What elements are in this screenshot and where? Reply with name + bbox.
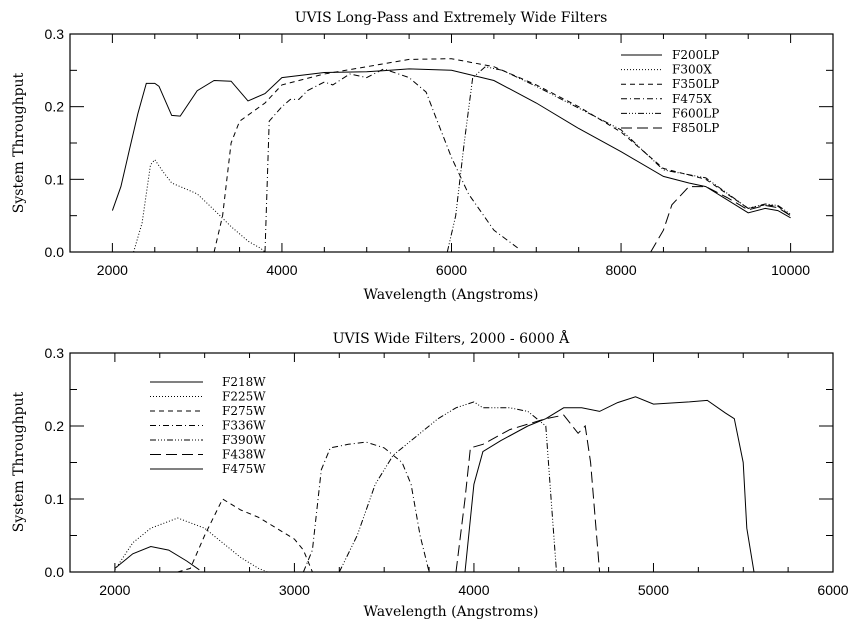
legend-label: F475W — [222, 462, 266, 476]
legend-label: F336W — [222, 419, 266, 433]
series-line-f600lp — [446, 66, 791, 253]
x-tick-label: 3000 — [279, 582, 310, 598]
plot-frame — [69, 33, 834, 253]
x-tick-label: 6000 — [817, 582, 848, 598]
x-tick-label: 4000 — [458, 582, 489, 598]
y-tick-label: 0.1 — [45, 171, 65, 187]
x-tick-label: 5000 — [638, 582, 669, 598]
series-line-f850lp — [650, 186, 791, 253]
x-tick-label: 2000 — [99, 582, 130, 598]
series-line-f336w — [302, 441, 430, 573]
y-tick-label: 0.2 — [45, 99, 65, 115]
top-panel-long-pass: UVIS Long-Pass and Extremely Wide Filter… — [11, 10, 834, 303]
plot-frame — [69, 352, 834, 573]
series-line-f300x — [133, 158, 266, 253]
series-line-f475x — [264, 68, 520, 253]
x-tick-label: 8000 — [605, 262, 636, 278]
y-tick-label: 0.3 — [45, 345, 65, 361]
bottom-panel-wide: UVIS Wide Filters, 2000 - 6000 Å Wavelen… — [11, 329, 849, 620]
series-line-f275w — [177, 498, 313, 573]
y-axis-label: System Throughput — [11, 391, 27, 532]
legend-label: F850LP — [672, 121, 719, 135]
y-tick-label: 0.3 — [45, 26, 65, 42]
legend-label: F218W — [222, 375, 266, 389]
series-line-f438w — [455, 414, 601, 573]
x-tick-label: 6000 — [436, 262, 467, 278]
legend-label: F275W — [222, 404, 266, 418]
legend-label: F390W — [222, 433, 266, 447]
x-axis-label: Wavelength (Angstroms) — [364, 604, 539, 620]
series-line-f200lp — [111, 68, 791, 219]
x-tick-label: 2000 — [97, 262, 128, 278]
series-line-f475w — [464, 396, 755, 573]
legend-label: F438W — [222, 448, 266, 462]
series-line-f218w — [114, 545, 200, 571]
x-axis-label: Wavelength (Angstroms) — [364, 287, 539, 303]
legend-label: F225W — [222, 390, 266, 404]
legend-label: F200LP — [672, 48, 719, 62]
x-tick-label: 4000 — [266, 262, 297, 278]
y-tick-label: 0.2 — [45, 418, 65, 434]
legend-label: F600LP — [672, 106, 719, 120]
series-line-f390w — [338, 401, 557, 573]
y-tick-label: 0.0 — [45, 244, 65, 260]
legend-label: F475X — [672, 92, 712, 106]
chart-title: UVIS Long-Pass and Extremely Wide Filter… — [295, 10, 608, 26]
y-tick-label: 0.0 — [45, 564, 65, 580]
y-axis-label: System Throughput — [11, 72, 27, 213]
chart-title: UVIS Wide Filters, 2000 - 6000 Å — [333, 329, 570, 347]
legend-label: F300X — [672, 63, 712, 77]
x-tick-label: 10000 — [771, 262, 810, 278]
y-tick-label: 0.1 — [45, 491, 65, 507]
legend-label: F350LP — [672, 77, 719, 91]
series-line-f350lp — [213, 58, 791, 253]
